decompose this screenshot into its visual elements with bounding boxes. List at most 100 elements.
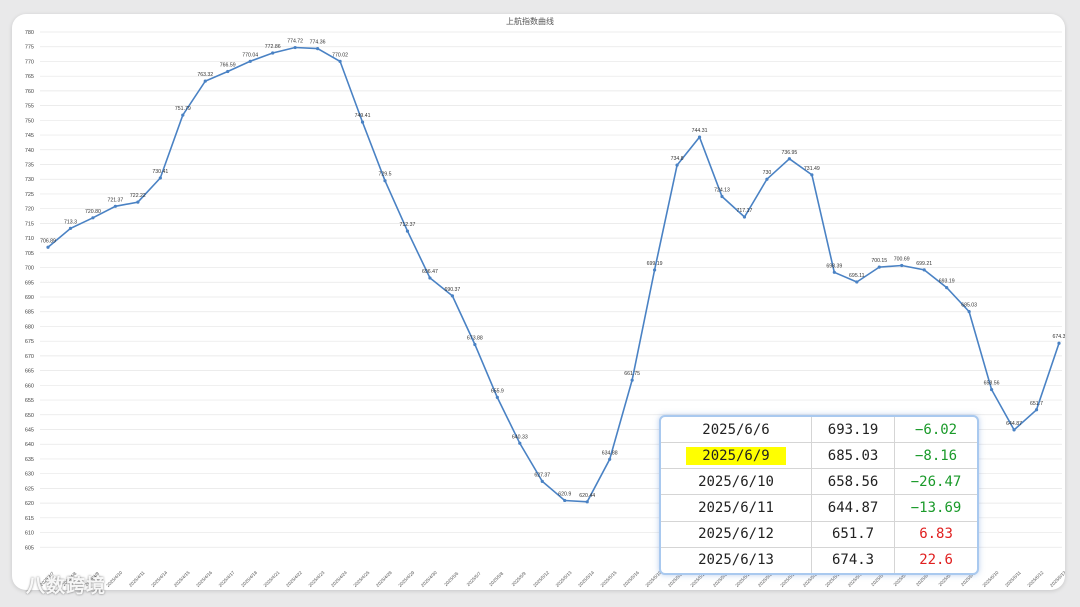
y-tick-label: 615 bbox=[25, 516, 34, 522]
data-label: 751.79 bbox=[175, 106, 191, 112]
data-point bbox=[810, 173, 814, 177]
data-label: 698.39 bbox=[826, 263, 842, 269]
data-point bbox=[922, 268, 926, 272]
data-point bbox=[697, 135, 702, 139]
date-text: 2025/6/6 bbox=[702, 421, 770, 438]
data-point bbox=[68, 226, 73, 230]
data-point bbox=[855, 280, 859, 284]
series-line-group bbox=[46, 45, 1061, 504]
change-cell: −26.47 bbox=[894, 468, 977, 496]
x-tick-label: 2025/4/22 bbox=[285, 570, 303, 588]
x-tick-label: 2025/4/23 bbox=[308, 570, 326, 588]
data-point bbox=[540, 479, 544, 484]
data-point bbox=[338, 59, 342, 63]
data-label: 712.37 bbox=[400, 222, 416, 228]
data-point bbox=[248, 59, 252, 63]
y-tick-label: 725 bbox=[25, 192, 34, 198]
data-point bbox=[585, 500, 589, 504]
x-tick-label: 2025/5/14 bbox=[577, 570, 595, 588]
date-cell: 2025/6/12 bbox=[661, 520, 813, 548]
x-tick-label: 2025/4/24 bbox=[330, 570, 348, 588]
data-label: 770.02 bbox=[332, 52, 348, 58]
x-tick-label: 2025/6/11 bbox=[1004, 570, 1022, 588]
data-label: 699.21 bbox=[916, 261, 932, 267]
data-label: 721.37 bbox=[107, 197, 123, 203]
data-point bbox=[226, 69, 230, 74]
y-tick-label: 740 bbox=[25, 148, 34, 154]
data-label: 706.89 bbox=[40, 238, 56, 244]
data-label: 772.86 bbox=[265, 44, 281, 50]
value-cell: 651.7 bbox=[811, 520, 896, 548]
data-label: 731.49 bbox=[804, 166, 820, 172]
data-point bbox=[405, 229, 410, 233]
x-tick-label: 2025/4/16 bbox=[195, 570, 213, 588]
data-label: 696.47 bbox=[422, 269, 438, 275]
y-tick-label: 610 bbox=[25, 531, 34, 537]
data-labels: 706.89 713.3 720.80 721.37 722.22 730.41 751.7… bbox=[40, 39, 1065, 499]
series-line bbox=[47, 46, 1060, 503]
data-label: 699.19 bbox=[647, 261, 663, 267]
data-label: 661.75 bbox=[624, 371, 640, 377]
data-point bbox=[832, 270, 836, 274]
date-text: 2025/6/9 bbox=[686, 446, 786, 465]
date-text: 2025/6/11 bbox=[698, 500, 774, 517]
data-label: 640.33 bbox=[512, 434, 528, 440]
data-label: 658.56 bbox=[984, 381, 1000, 387]
data-label: 729.5 bbox=[379, 172, 392, 178]
data-label: 700.15 bbox=[871, 258, 887, 264]
data-point bbox=[46, 245, 50, 249]
data-label: 655.9 bbox=[491, 388, 504, 394]
y-tick-label: 755 bbox=[25, 104, 34, 110]
x-tick-label: 2025/4/25 bbox=[352, 570, 370, 588]
change-cell: 6.83 bbox=[894, 520, 977, 548]
x-tick-label: 2025/6/13 bbox=[1049, 570, 1065, 588]
table-row: 2025/6/9 685.03 −8.16 bbox=[661, 442, 977, 470]
y-tick-label: 665 bbox=[25, 369, 34, 375]
change-cell: 22.6 bbox=[894, 546, 977, 573]
y-tick-label: 660 bbox=[25, 383, 34, 389]
x-tick-label: 2025/4/10 bbox=[105, 570, 123, 588]
y-tick-label: 670 bbox=[25, 354, 34, 360]
date-cell: 2025/6/13 bbox=[661, 546, 813, 573]
data-table: 2025/6/6 693.19 −6.02 2025/6/9 685.03 −8.16 20… bbox=[661, 417, 977, 573]
data-point bbox=[742, 215, 747, 219]
data-label: 673.88 bbox=[467, 335, 483, 341]
data-point bbox=[720, 194, 724, 199]
x-tick-label: 2025/5/13 bbox=[555, 570, 573, 588]
y-tick-label: 770 bbox=[25, 59, 34, 65]
y-tick-label: 750 bbox=[25, 118, 34, 124]
y-tick-label: 695 bbox=[25, 280, 34, 286]
data-label: 644.87 bbox=[1006, 421, 1022, 427]
data-label: 700.69 bbox=[894, 257, 910, 263]
data-point bbox=[158, 176, 162, 180]
data-label: 720.80 bbox=[85, 209, 101, 215]
data-point bbox=[360, 120, 365, 124]
date-cell: 2025/6/6 bbox=[661, 417, 813, 444]
table-row: 2025/6/6 693.19 −6.02 bbox=[661, 417, 977, 444]
data-point bbox=[787, 157, 792, 161]
data-point bbox=[383, 179, 387, 183]
y-tick-label: 605 bbox=[25, 545, 34, 551]
date-cell: 2025/6/9 bbox=[661, 442, 813, 470]
x-tick-label: 2025/4/15 bbox=[173, 570, 191, 588]
data-point bbox=[113, 204, 117, 208]
change-cell: −8.16 bbox=[894, 442, 977, 470]
data-label: 749.41 bbox=[355, 113, 371, 119]
y-tick-label: 760 bbox=[25, 89, 34, 95]
data-label: 651.7 bbox=[1030, 401, 1043, 407]
data-label: 693.19 bbox=[939, 279, 955, 285]
data-point bbox=[271, 51, 275, 55]
y-tick-label: 705 bbox=[25, 251, 34, 257]
data-label: 736.95 bbox=[781, 150, 797, 156]
chart-card: 上航指数曲线 605 610 615 620 625 630 635 640 645 650 655… bbox=[12, 14, 1065, 590]
y-tick-label: 640 bbox=[25, 442, 34, 448]
data-label: 685.03 bbox=[961, 303, 977, 309]
y-tick-label: 675 bbox=[25, 339, 34, 345]
data-label: 730.41 bbox=[152, 169, 168, 175]
data-point bbox=[945, 286, 949, 290]
y-tick-label: 635 bbox=[25, 457, 34, 463]
x-tick-label: 2025/4/17 bbox=[218, 570, 236, 588]
recent-values-table: 2025/6/6 693.19 −6.02 2025/6/9 685.03 −8.16 20… bbox=[659, 415, 979, 575]
value-cell: 658.56 bbox=[811, 468, 896, 496]
value-cell: 693.19 bbox=[811, 417, 896, 444]
